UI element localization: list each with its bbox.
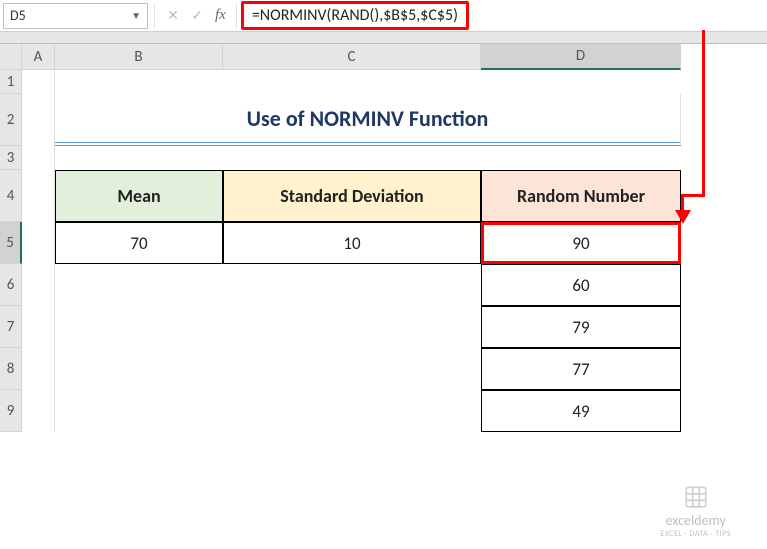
chevron-down-icon[interactable]: ▼	[131, 9, 141, 22]
sheet-area: 1 2 3 4 5 6 7 8 9 A B C D Use of NORMINV…	[0, 44, 767, 432]
cell-random[interactable]: 77	[481, 348, 681, 390]
formula-bar: D5 ▼ ✕ ✓ fx =NORMINV(RAND(),$B$5,$C$5)	[0, 0, 767, 32]
cancel-icon[interactable]: ✕	[161, 4, 185, 28]
watermark-brand: exceldemy	[660, 512, 731, 529]
row-header[interactable]: 4	[0, 170, 22, 222]
row-header[interactable]: 1	[0, 70, 22, 94]
cell-grid[interactable]: Use of NORMINV Function Mean Standard De…	[22, 70, 767, 432]
name-box[interactable]: D5 ▼	[3, 3, 148, 29]
annotation-arrow	[681, 194, 705, 197]
header-random[interactable]: Random Number	[481, 170, 681, 222]
col-headers: A B C D	[22, 44, 767, 70]
cell-random-selected[interactable]: 90	[481, 222, 681, 264]
annotation-arrow-head	[675, 210, 691, 224]
select-all-corner[interactable]	[0, 44, 22, 70]
enter-icon[interactable]: ✓	[185, 4, 209, 28]
name-box-value: D5	[10, 7, 26, 24]
cell-random[interactable]: 49	[481, 390, 681, 432]
cell-random[interactable]: 79	[481, 306, 681, 348]
formula-text: =NORMINV(RAND(),$B$5,$C$5)	[241, 1, 469, 30]
col-header[interactable]: B	[55, 44, 223, 70]
col-header[interactable]: C	[223, 44, 481, 70]
ribbon-strip	[0, 32, 767, 44]
gridline	[22, 70, 55, 432]
divider	[154, 4, 155, 28]
row-headers: 1 2 3 4 5 6 7 8 9	[0, 70, 22, 432]
row-header[interactable]: 9	[0, 390, 22, 432]
cell-mean-value[interactable]: 70	[55, 222, 223, 264]
row-header[interactable]: 2	[0, 94, 22, 146]
annotation-arrow	[702, 30, 705, 196]
col-header[interactable]: D	[481, 44, 681, 70]
header-std[interactable]: Standard Deviation	[223, 170, 481, 222]
row-header[interactable]: 3	[0, 146, 22, 170]
formula-input[interactable]: =NORMINV(RAND(),$B$5,$C$5)	[237, 2, 767, 30]
row-header[interactable]: 6	[0, 264, 22, 306]
row-header[interactable]: 8	[0, 348, 22, 390]
title-cell[interactable]: Use of NORMINV Function	[55, 94, 681, 146]
watermark: exceldemy EXCEL · DATA · TIPS	[660, 484, 731, 539]
row-header[interactable]: 7	[0, 306, 22, 348]
row-header[interactable]: 5	[0, 222, 22, 264]
cell-random[interactable]: 60	[481, 264, 681, 306]
col-header[interactable]: A	[22, 44, 55, 70]
watermark-tagline: EXCEL · DATA · TIPS	[660, 529, 731, 539]
watermark-icon	[683, 484, 709, 510]
cell-std-value[interactable]: 10	[223, 222, 481, 264]
fx-label[interactable]: fx	[209, 4, 237, 28]
header-mean[interactable]: Mean	[55, 170, 223, 222]
